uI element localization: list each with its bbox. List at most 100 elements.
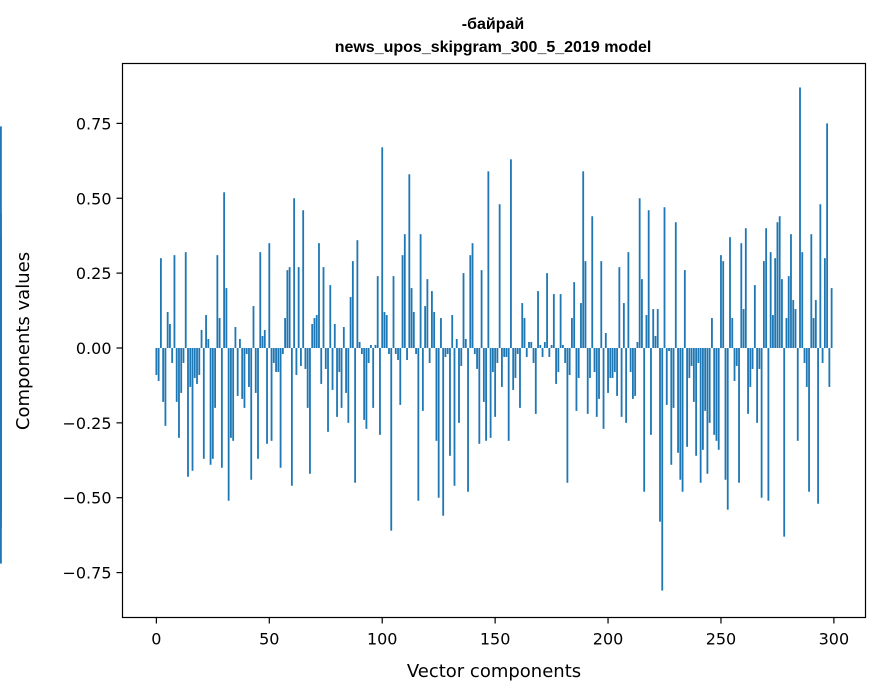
bar-91 xyxy=(360,347,363,354)
bar-94 xyxy=(367,347,370,363)
bar-199 xyxy=(604,333,607,348)
y-tick-label: 0.50 xyxy=(76,189,112,208)
bar-293 xyxy=(817,347,819,504)
bar-66 xyxy=(304,347,307,369)
bar-198 xyxy=(602,347,605,429)
bar-139 xyxy=(469,255,472,348)
bar-78 xyxy=(331,347,334,390)
bar-218 xyxy=(647,210,650,348)
bar-285 xyxy=(799,87,801,348)
bar-294 xyxy=(819,204,822,348)
bar-136 xyxy=(462,273,465,348)
bar-234 xyxy=(683,270,686,348)
bar-142 xyxy=(476,347,478,369)
bar-42 xyxy=(250,347,253,480)
bar-155 xyxy=(505,347,508,357)
bar-12 xyxy=(182,347,185,363)
bar-158 xyxy=(512,347,515,390)
bar-112 xyxy=(408,174,411,348)
bar-55 xyxy=(279,347,282,468)
bar-131 xyxy=(451,315,454,348)
bar-230 xyxy=(674,222,677,348)
bar-278 xyxy=(783,347,786,537)
bar-7 xyxy=(171,347,174,363)
bar-146 xyxy=(485,347,487,441)
bar-284 xyxy=(796,347,799,441)
bar-104 xyxy=(390,347,393,531)
bar-275 xyxy=(776,222,779,348)
bar-151 xyxy=(496,347,499,363)
bar-10 xyxy=(178,347,180,438)
bar-164 xyxy=(525,347,528,357)
bar-149 xyxy=(491,347,494,372)
bar-178 xyxy=(557,347,560,372)
bar-126 xyxy=(440,318,442,348)
bar-286 xyxy=(801,252,804,348)
bar-140 xyxy=(471,243,474,348)
bar-40 xyxy=(245,347,248,354)
bar-231 xyxy=(677,347,679,453)
bar-222 xyxy=(656,309,659,348)
bar-211 xyxy=(631,347,634,399)
bar-36 xyxy=(236,347,239,396)
bar-83 xyxy=(342,327,345,348)
bar-228 xyxy=(670,347,673,465)
bar-undefined xyxy=(0,126,2,348)
bar-22 xyxy=(205,315,207,348)
bar-174 xyxy=(548,347,551,357)
bar-195 xyxy=(595,347,598,417)
x-tick-label: 150 xyxy=(480,630,511,649)
bar-74 xyxy=(322,267,325,348)
bar-39 xyxy=(243,347,246,408)
bar-181 xyxy=(564,347,567,363)
x-tick-label: 50 xyxy=(259,630,279,649)
bar-175 xyxy=(550,344,553,348)
bar-213 xyxy=(636,342,639,348)
bar-280 xyxy=(787,276,790,348)
bar-undefined xyxy=(0,347,2,423)
bar-208 xyxy=(625,347,628,423)
bar-216 xyxy=(643,347,646,492)
bar-180 xyxy=(561,344,564,348)
bar-289 xyxy=(808,347,810,492)
bar-27 xyxy=(216,255,219,348)
bar-97 xyxy=(374,344,377,348)
bar-25 xyxy=(211,347,214,459)
bar-282 xyxy=(792,300,795,348)
bar-201 xyxy=(609,347,612,378)
bar-82 xyxy=(340,347,343,408)
bar-205 xyxy=(618,267,621,348)
bar-196 xyxy=(598,347,600,399)
bar-41 xyxy=(248,347,250,387)
x-axis-label: Vector components xyxy=(407,661,581,682)
bar-68 xyxy=(309,347,311,474)
bar-241 xyxy=(699,347,702,483)
bar-118 xyxy=(421,347,424,411)
bar-186 xyxy=(575,347,578,411)
bar-283 xyxy=(794,309,797,348)
chart-title: -байрай xyxy=(462,16,524,33)
bar-143 xyxy=(478,347,481,444)
bar-167 xyxy=(532,347,535,363)
bar-250 xyxy=(720,255,722,348)
bar-33 xyxy=(230,347,232,438)
bar-129 xyxy=(446,347,449,354)
bar-37 xyxy=(239,339,241,348)
bar-0 xyxy=(155,347,158,375)
bar-281 xyxy=(790,234,792,348)
bar-245 xyxy=(708,347,711,423)
bar-168 xyxy=(534,347,537,414)
bar-244 xyxy=(706,347,709,474)
bar-30 xyxy=(223,192,226,348)
bar-256 xyxy=(733,347,736,381)
bar-212 xyxy=(634,347,637,396)
bar-255 xyxy=(731,318,734,348)
bar-219 xyxy=(650,347,652,435)
bar-121 xyxy=(428,347,431,363)
bar-172 xyxy=(543,342,546,348)
bar-90 xyxy=(358,342,361,348)
bar-273 xyxy=(772,315,774,348)
bar-19 xyxy=(198,347,201,375)
bar-23 xyxy=(207,339,210,348)
bar-134 xyxy=(458,347,460,423)
